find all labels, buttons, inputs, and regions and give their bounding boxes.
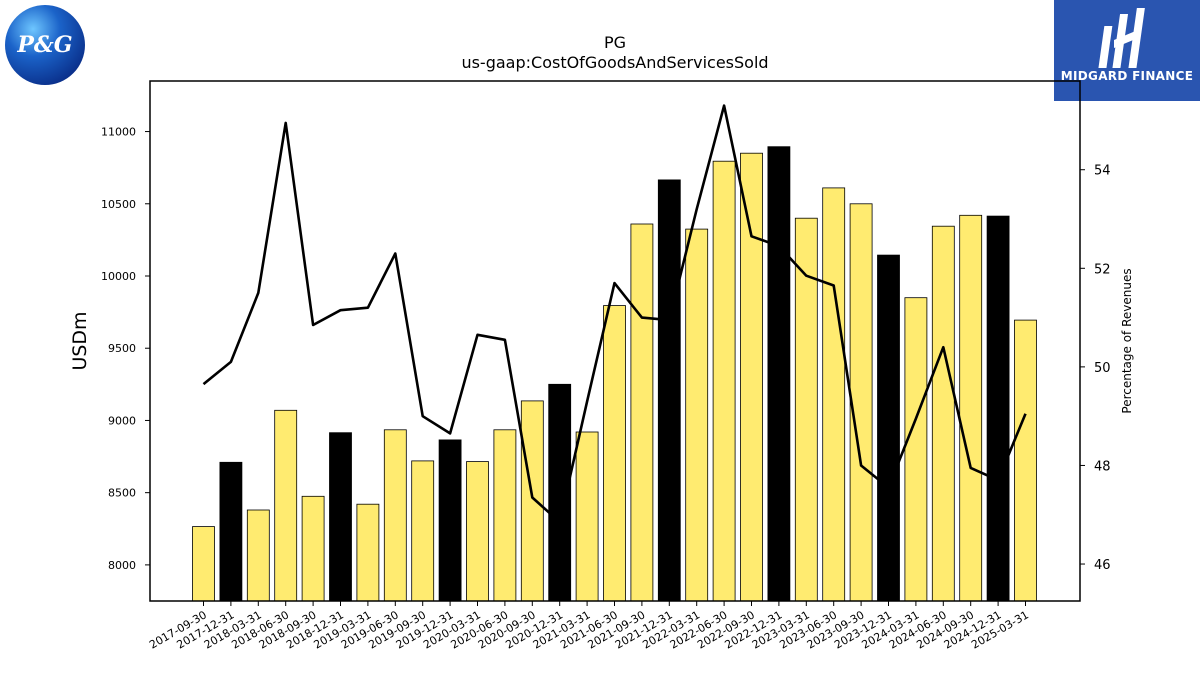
y2-tick-label: 46 <box>1094 558 1111 573</box>
y-tick-label: 10000 <box>101 270 136 283</box>
bar-2021-12-31 <box>657 179 681 602</box>
bar-2019-03-31 <box>356 503 380 602</box>
y2-tick-label: 52 <box>1094 262 1111 277</box>
bar-2024-03-31 <box>904 297 928 602</box>
midgard-finance-logo: MIDGARD FINANCE <box>1054 0 1200 101</box>
bar-2024-09-30 <box>959 214 983 602</box>
y-tick-label: 11000 <box>101 126 136 139</box>
bar-2018-06-30 <box>274 409 298 602</box>
bar-2023-12-31 <box>877 254 900 602</box>
y-tick-label: 9500 <box>108 342 136 355</box>
bar-2018-12-31 <box>329 432 352 602</box>
bar-2022-06-30 <box>712 160 736 602</box>
y2-axis-label: Percentage of Revenues <box>1120 268 1134 413</box>
y-axis-left: 8000 8500 9000 9500 10000 10500 11000 <box>101 126 150 572</box>
chart-subtitle: us-gaap:CostOfGoodsAndServicesSold <box>461 53 768 72</box>
y-axis-right: 46 48 50 52 54 <box>1080 164 1111 573</box>
bar-2018-09-30 <box>301 495 325 602</box>
percentage-line <box>202 104 1027 524</box>
bar-2020-03-31 <box>466 461 489 602</box>
bar-2021-06-30 <box>603 305 626 602</box>
y-axis-label: USDm <box>69 311 91 370</box>
bar-2024-12-31 <box>986 215 1010 602</box>
bar-2022-09-30 <box>740 152 763 602</box>
bar-2020-06-30 <box>493 429 517 602</box>
bar-2022-12-31 <box>767 146 791 602</box>
bar-2017-09-30 <box>192 526 215 602</box>
y2-tick-label: 54 <box>1094 164 1111 179</box>
bar-2021-09-30 <box>630 223 654 602</box>
bar-2022-03-31 <box>685 228 709 602</box>
bar-2020-09-30 <box>520 400 544 602</box>
pg-logo: P&G <box>4 4 86 86</box>
bar-2023-06-30 <box>822 187 846 602</box>
y2-tick-label: 50 <box>1094 361 1111 376</box>
y-tick-label: 8500 <box>108 487 136 500</box>
bar-series <box>192 146 1037 602</box>
pg-logo-graphic: P&G <box>5 5 85 85</box>
line-series <box>202 104 1027 524</box>
bar-2019-09-30 <box>411 460 435 602</box>
y-tick-label: 8000 <box>108 559 136 572</box>
bar-2019-06-30 <box>383 429 407 602</box>
x-axis: 2017-09-302017-12-312018-03-312018-06-30… <box>147 601 1031 652</box>
bar-2025-03-31 <box>1014 319 1037 602</box>
y2-tick-label: 48 <box>1094 459 1111 474</box>
bar-2017-12-31 <box>219 461 243 602</box>
bar-2018-03-31 <box>246 509 270 602</box>
pg-logo-text: P&G <box>16 32 72 58</box>
y-tick-label: 10500 <box>101 198 136 211</box>
bar-2019-12-31 <box>438 439 462 602</box>
chart-title: PG <box>604 33 626 52</box>
y-tick-label: 9000 <box>108 414 136 427</box>
midgard-logo-mark <box>1098 8 1145 68</box>
bar-2023-09-30 <box>849 203 873 602</box>
bar-2021-03-31 <box>575 431 599 602</box>
bar-2024-06-30 <box>931 225 955 602</box>
midgard-logo-text: MIDGARD FINANCE <box>1060 69 1194 83</box>
